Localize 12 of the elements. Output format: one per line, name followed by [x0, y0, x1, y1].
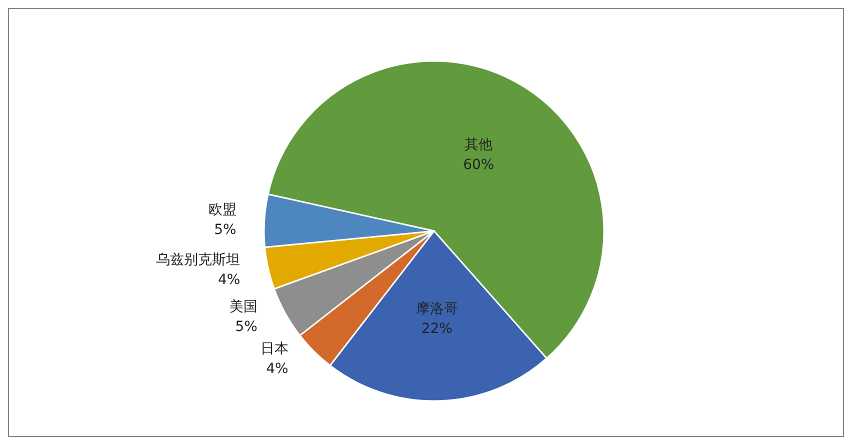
data-label: 5% [214, 222, 236, 238]
data-label: 5% [235, 319, 258, 336]
slice-label: 其他 [464, 137, 493, 154]
data-label: 4% [218, 272, 240, 288]
slice-label: 美国 [229, 299, 258, 316]
slice-label: 欧盟 [208, 202, 236, 218]
slice-label: 摩洛哥 [416, 300, 458, 317]
data-label: 4% [266, 361, 288, 378]
slice-label: 日本 [260, 341, 288, 358]
data-label: 60% [463, 157, 494, 174]
slice-label: 乌兹别克斯坦 [156, 252, 240, 268]
data-label: 22% [421, 320, 452, 337]
